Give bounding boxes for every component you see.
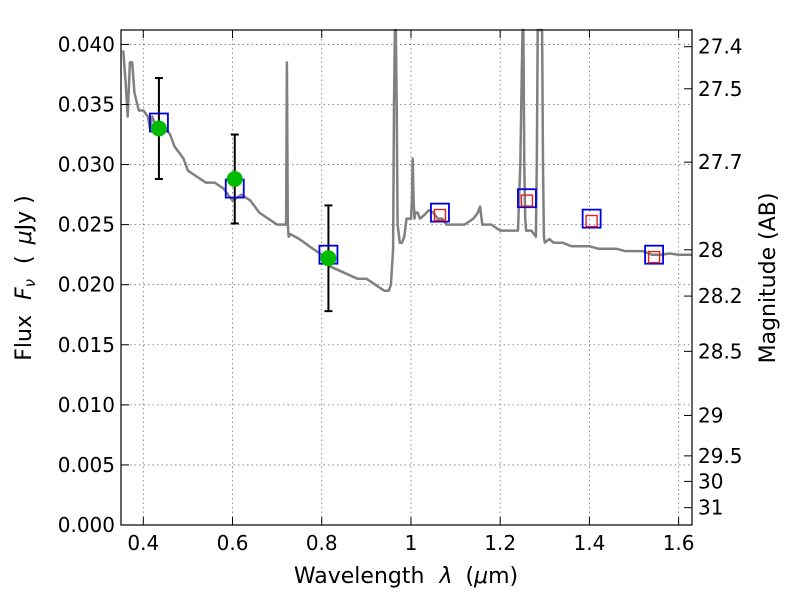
- y-tick-label: 0.005: [58, 453, 115, 477]
- y-tick-label: 0.030: [58, 153, 115, 177]
- y-axis-flux-symbol: F: [12, 287, 37, 300]
- points: [149, 112, 664, 267]
- y2-tick-label: 28: [698, 238, 723, 262]
- x-tick-label: 0.8: [306, 531, 338, 555]
- observed-photometry-point: [226, 170, 243, 187]
- x-tick-label: 1.6: [663, 531, 695, 555]
- tick-labels: 0.4 0.6 0.8 1 1.2 1.4 1.6 0.000 0.005 0.010 0.015 0…: [58, 32, 743, 555]
- x-axis-lambda: λ: [438, 564, 452, 589]
- x-axis-title-word: Wavelength: [294, 564, 425, 589]
- y2-tick-label: 29.5: [698, 444, 743, 468]
- x-axis-unit-rest: m): [488, 564, 518, 589]
- x-tick-label: 1.4: [573, 531, 605, 555]
- model-photometry-square: [430, 202, 450, 223]
- y-tick-label: 0.020: [58, 273, 115, 297]
- y2-axis-title: Magnitude (AB): [756, 193, 781, 364]
- y-axis-title-text: Flux Fν ( μJy ): [12, 195, 41, 360]
- y2-tick-label: 27.7: [698, 150, 743, 174]
- predicted-photometry-square: [433, 208, 447, 222]
- predicted-photometry-square: [585, 214, 598, 228]
- spectrum-line: [121, 28, 692, 292]
- x-tick-label: 0.4: [127, 531, 159, 555]
- observed-photometry-point: [150, 120, 167, 137]
- y-tick-label: 0.010: [58, 393, 115, 417]
- predicted-photometry-square: [647, 250, 661, 264]
- x-tick-label: 1: [405, 531, 418, 555]
- model-photometry-square: [581, 208, 602, 229]
- y2-tick-label: 31: [698, 496, 723, 520]
- y2-tick-label: 27.5: [698, 77, 743, 101]
- ticks: [121, 30, 692, 526]
- observed-photometry-point: [320, 250, 337, 267]
- errorbars: [154, 77, 333, 313]
- y2-tick-label: 28.2: [698, 284, 743, 308]
- y-axis-unit-mu: μ: [12, 230, 37, 245]
- y-tick-label: 0.015: [58, 333, 115, 357]
- y2-tick-label: 29: [698, 403, 723, 427]
- grid: [121, 30, 692, 526]
- x-tick-label: 1.2: [484, 531, 516, 555]
- y-tick-label: 0.000: [58, 513, 115, 537]
- model-photometry-square: [517, 188, 537, 209]
- predicted-photometry-square: [520, 194, 534, 207]
- y-tick-label: 0.040: [58, 32, 115, 56]
- y-axis-flux-subscript: ν: [21, 279, 39, 287]
- y-tick-label: 0.035: [58, 92, 115, 116]
- x-axis-title: Wavelength λ (μm): [294, 564, 518, 589]
- y2-tick-label: 30: [698, 469, 723, 493]
- plot-frame: [120, 29, 693, 526]
- y2-tick-label: 27.4: [698, 35, 743, 59]
- y-tick-label: 0.025: [58, 213, 115, 237]
- y-axis-unit-open: (: [12, 255, 37, 264]
- x-axis-unit-open: (: [465, 564, 474, 589]
- x-tick-label: 0.6: [217, 531, 249, 555]
- model-photometry-square: [644, 244, 664, 265]
- y-axis-title: Flux Fν ( μJy ): [12, 195, 41, 360]
- y-axis-title-word: Flux: [12, 315, 37, 361]
- y-axis-unit-rest: Jy ): [12, 195, 37, 232]
- x-axis-unit-mu: μ: [473, 564, 488, 589]
- series-layer: [121, 28, 692, 313]
- y2-tick-label: 28.5: [698, 339, 743, 363]
